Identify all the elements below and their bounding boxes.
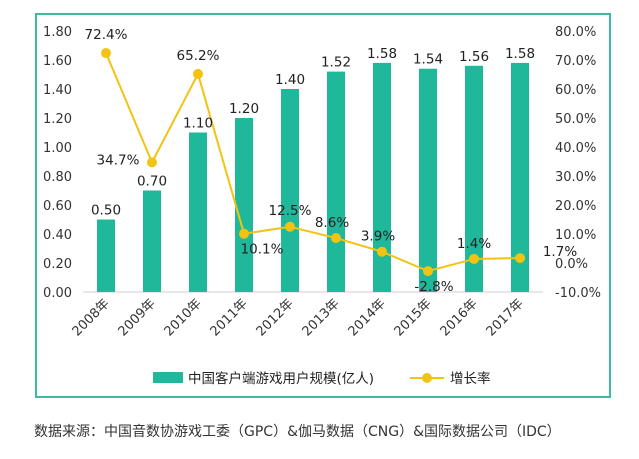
bar-data-label: 1.52 — [321, 55, 351, 71]
line-data-label: 12.5% — [269, 203, 312, 219]
growth-rate-point — [285, 221, 295, 232]
legend-bar-label: 中国客户端游戏用户规模(亿人) — [188, 370, 374, 387]
growth-rate-point — [469, 253, 479, 264]
legend-line-marker — [422, 373, 432, 383]
bar-data-label: 1.58 — [367, 46, 397, 62]
line-data-label: -2.8% — [414, 279, 453, 295]
line-data-label: 3.9% — [361, 229, 395, 245]
bar-data-label: 1.56 — [459, 49, 489, 65]
bar — [189, 132, 207, 292]
line-data-label: 8.6% — [315, 215, 349, 231]
right-axis-tick: 60.0% — [555, 83, 596, 98]
bar — [511, 62, 529, 293]
growth-rate-point — [239, 228, 249, 239]
bar-data-label: 0.70 — [137, 174, 167, 190]
growth-rate-point — [515, 253, 525, 264]
left-axis-tick: 0.60 — [43, 199, 72, 214]
left-axis-tick: 1.40 — [43, 83, 72, 98]
bar — [97, 219, 115, 292]
bar — [235, 118, 253, 292]
bar — [419, 68, 437, 292]
right-axis-tick: 30.0% — [555, 170, 596, 185]
bar — [327, 71, 345, 292]
bar-data-label: 1.10 — [183, 116, 213, 132]
growth-rate-point — [193, 68, 203, 79]
bar-data-label: 0.50 — [91, 203, 121, 219]
line-data-label: 34.7% — [97, 152, 140, 168]
bar-data-label: 1.54 — [413, 52, 443, 68]
growth-rate-point — [331, 233, 341, 244]
legend-line-label: 增长率 — [450, 370, 491, 387]
growth-rate-line — [105, 52, 521, 273]
growth-rate-point — [423, 266, 433, 277]
x-axis-tick: 2011年 — [208, 296, 251, 339]
data-source-note: 数据来源：中国音数协游戏工委（GPC）&伽马数据（CNG）&国际数据公司（IDC… — [34, 424, 561, 440]
bar — [373, 62, 391, 293]
x-axis-tick: 2017年 — [484, 296, 527, 339]
left-axis-tick: 0.20 — [43, 257, 72, 272]
x-axis-tick: 2013年 — [300, 296, 343, 339]
line-data-label: 72.4% — [85, 27, 128, 43]
right-axis-tick: 80.0% — [555, 25, 596, 40]
x-axis-tick: 2009年 — [116, 296, 159, 339]
left-axis-tick: 0.40 — [43, 228, 72, 243]
right-axis-tick: -10.0% — [555, 286, 601, 301]
left-axis-tick: 0.00 — [43, 286, 72, 301]
left-axis-tick: 0.80 — [43, 170, 72, 185]
growth-rate-point — [377, 246, 387, 257]
x-axis-tick: 2010年 — [162, 296, 205, 339]
x-axis-tick: 2008年 — [70, 296, 113, 339]
bar-data-label: 1.58 — [505, 46, 535, 62]
right-axis-tick: 50.0% — [555, 112, 596, 127]
left-axis-tick: 1.00 — [43, 141, 72, 156]
right-axis-tick: 20.0% — [555, 199, 596, 214]
chart-frame — [35, 13, 611, 398]
right-axis-tick: 70.0% — [555, 54, 596, 69]
line-data-label: 65.2% — [177, 48, 220, 64]
bar — [465, 65, 483, 292]
x-axis-tick: 2015年 — [392, 296, 435, 339]
x-axis-tick: 2014年 — [346, 296, 389, 339]
bar-data-label: 1.20 — [229, 101, 259, 117]
bar-data-label: 1.40 — [275, 72, 305, 88]
line-data-label: 1.4% — [457, 236, 491, 252]
bar — [143, 190, 161, 292]
bar — [281, 89, 299, 292]
right-axis-tick: 0.0% — [555, 257, 588, 272]
x-axis-tick: 2012年 — [254, 296, 297, 339]
line-data-label: 1.7% — [543, 244, 577, 260]
left-axis-tick: 1.20 — [43, 112, 72, 127]
right-axis-tick: 40.0% — [555, 141, 596, 156]
right-axis-tick: 10.0% — [555, 228, 596, 243]
growth-rate-point — [147, 157, 157, 168]
left-axis-tick: 1.60 — [43, 54, 72, 69]
legend-bar-swatch — [153, 372, 183, 383]
growth-rate-point — [101, 48, 111, 59]
x-axis-tick: 2016年 — [438, 296, 481, 339]
line-data-label: 10.1% — [241, 242, 284, 258]
left-axis-tick: 1.80 — [43, 25, 72, 40]
